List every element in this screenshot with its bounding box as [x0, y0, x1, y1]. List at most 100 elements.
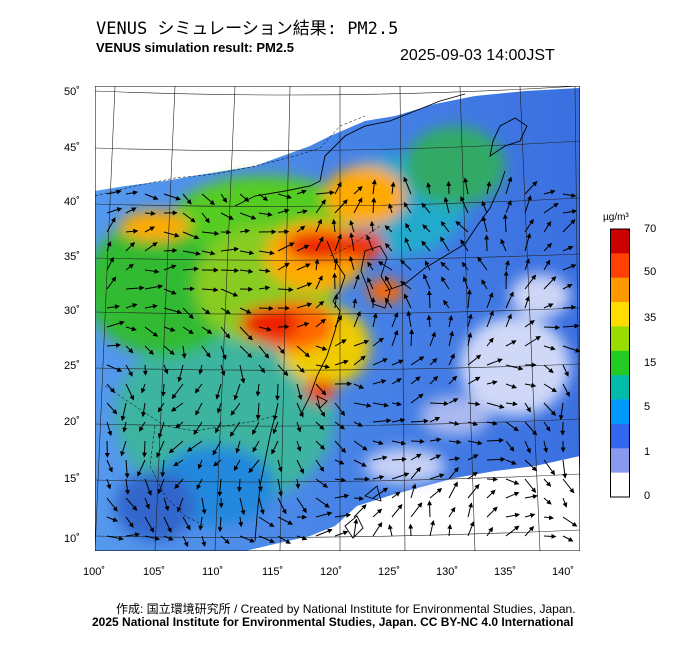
wind-arrow: [235, 440, 241, 454]
wind-arrow: [353, 421, 363, 427]
lat-tick-35: 35˚: [64, 251, 80, 263]
wind-arrow: [220, 267, 240, 273]
wind-arrow: [505, 383, 517, 389]
wind-arrow: [213, 459, 222, 467]
lat-tick-50: 50˚: [64, 86, 80, 98]
wind-arrow: [220, 364, 226, 377]
wind-arrow: [296, 263, 311, 271]
colorbar-cell: [610, 277, 630, 303]
wind-arrow: [562, 284, 573, 290]
wind-arrow: [163, 345, 175, 356]
wind-arrow: [144, 268, 160, 274]
wind-arrow: [220, 535, 230, 545]
wind-arrow: [239, 228, 251, 234]
wind-arrow: [125, 228, 139, 234]
lat-tick-15: 15˚: [64, 473, 80, 485]
wind-arrow: [486, 476, 498, 482]
wind-arrow: [353, 402, 372, 408]
wind-arrow: [524, 274, 537, 290]
wind-arrow: [463, 177, 469, 195]
wind-arrow: [315, 300, 325, 309]
wind-arrow: [137, 459, 146, 477]
wind-arrow: [460, 239, 469, 252]
wind-arrow: [426, 314, 432, 328]
wind-arrow: [163, 193, 181, 201]
wind-arrow: [277, 193, 292, 200]
wind-arrow: [120, 440, 127, 457]
wind-arrow: [163, 288, 177, 295]
wind-arrow: [349, 219, 355, 233]
wind-arrow: [277, 262, 290, 271]
lon-tick-100: 100˚: [83, 566, 106, 578]
wind-arrow: [315, 528, 333, 537]
wind-arrow: [486, 358, 503, 366]
wind-arrow: [239, 268, 254, 274]
colorbar-cell: [610, 326, 630, 352]
wind-arrow: [201, 287, 219, 293]
wind-arrow: [233, 383, 241, 401]
wind-arrow: [144, 497, 150, 510]
wind-arrow: [505, 291, 514, 309]
wind-arrow: [391, 440, 407, 446]
wind-arrow: [160, 459, 166, 478]
wind-arrow: [220, 288, 239, 297]
wind-arrow: [543, 202, 559, 214]
wind-arrow: [447, 523, 453, 537]
wind-arrow: [277, 208, 290, 214]
wind-arrow: [448, 467, 459, 480]
lat-tick-25: 25˚: [64, 360, 80, 372]
wind-arrow: [467, 332, 473, 347]
wind-arrow: [543, 478, 552, 487]
wind-arrow: [429, 375, 439, 385]
wind-arrow: [141, 402, 146, 418]
wind-arrow: [252, 421, 260, 435]
wind-arrow: [314, 258, 320, 271]
wind-arrow: [334, 339, 347, 347]
wind-arrow: [157, 402, 165, 413]
wind-arrow: [220, 307, 231, 314]
wind-arrow: [543, 497, 552, 505]
wind-arrow: [427, 500, 433, 518]
wind-arrow: [122, 421, 128, 433]
wind-arrow: [215, 383, 222, 400]
wind-arrow: [448, 456, 461, 462]
wind-arrow: [505, 440, 515, 452]
wind-arrow: [296, 421, 302, 433]
wind-arrow: [440, 261, 450, 271]
wind-arrow: [486, 181, 492, 195]
wind-arrow: [196, 478, 203, 490]
wind-arrow: [233, 459, 241, 472]
wind-arrow: [353, 197, 363, 214]
wind-arrow: [125, 207, 137, 214]
wind-arrow: [315, 190, 335, 196]
wind-arrow: [429, 520, 435, 537]
wind-arrow: [353, 504, 367, 518]
colorbar-cell: [610, 375, 630, 401]
wind-arrow: [448, 506, 456, 518]
wind-arrow: [296, 189, 307, 195]
wind-arrow: [182, 193, 192, 205]
wind-arrow: [296, 322, 310, 328]
colorbar-cell: [610, 253, 630, 279]
wind-arrow: [391, 378, 402, 385]
wind-arrow: [255, 383, 261, 397]
wind-arrow: [106, 189, 122, 195]
colorbar-cell: [610, 423, 630, 449]
wind-arrow: [404, 237, 412, 252]
wind-arrow: [144, 535, 160, 541]
wind-arrow: [410, 483, 417, 499]
wind-arrow: [372, 508, 383, 518]
wind-arrow: [422, 224, 431, 233]
wind-arrow: [125, 303, 138, 309]
wind-arrow: [429, 417, 441, 423]
wind-arrow: [543, 189, 556, 195]
lon-tick-135: 135˚: [494, 566, 517, 578]
wind-arrow: [562, 209, 578, 215]
wind-arrow: [391, 456, 407, 462]
wind-arrow: [467, 421, 479, 426]
wind-arrow: [144, 303, 158, 309]
wind-arrow: [440, 220, 450, 233]
wind-arrow: [315, 440, 326, 450]
wind-arrow: [201, 345, 211, 358]
wind-arrow: [486, 489, 496, 499]
